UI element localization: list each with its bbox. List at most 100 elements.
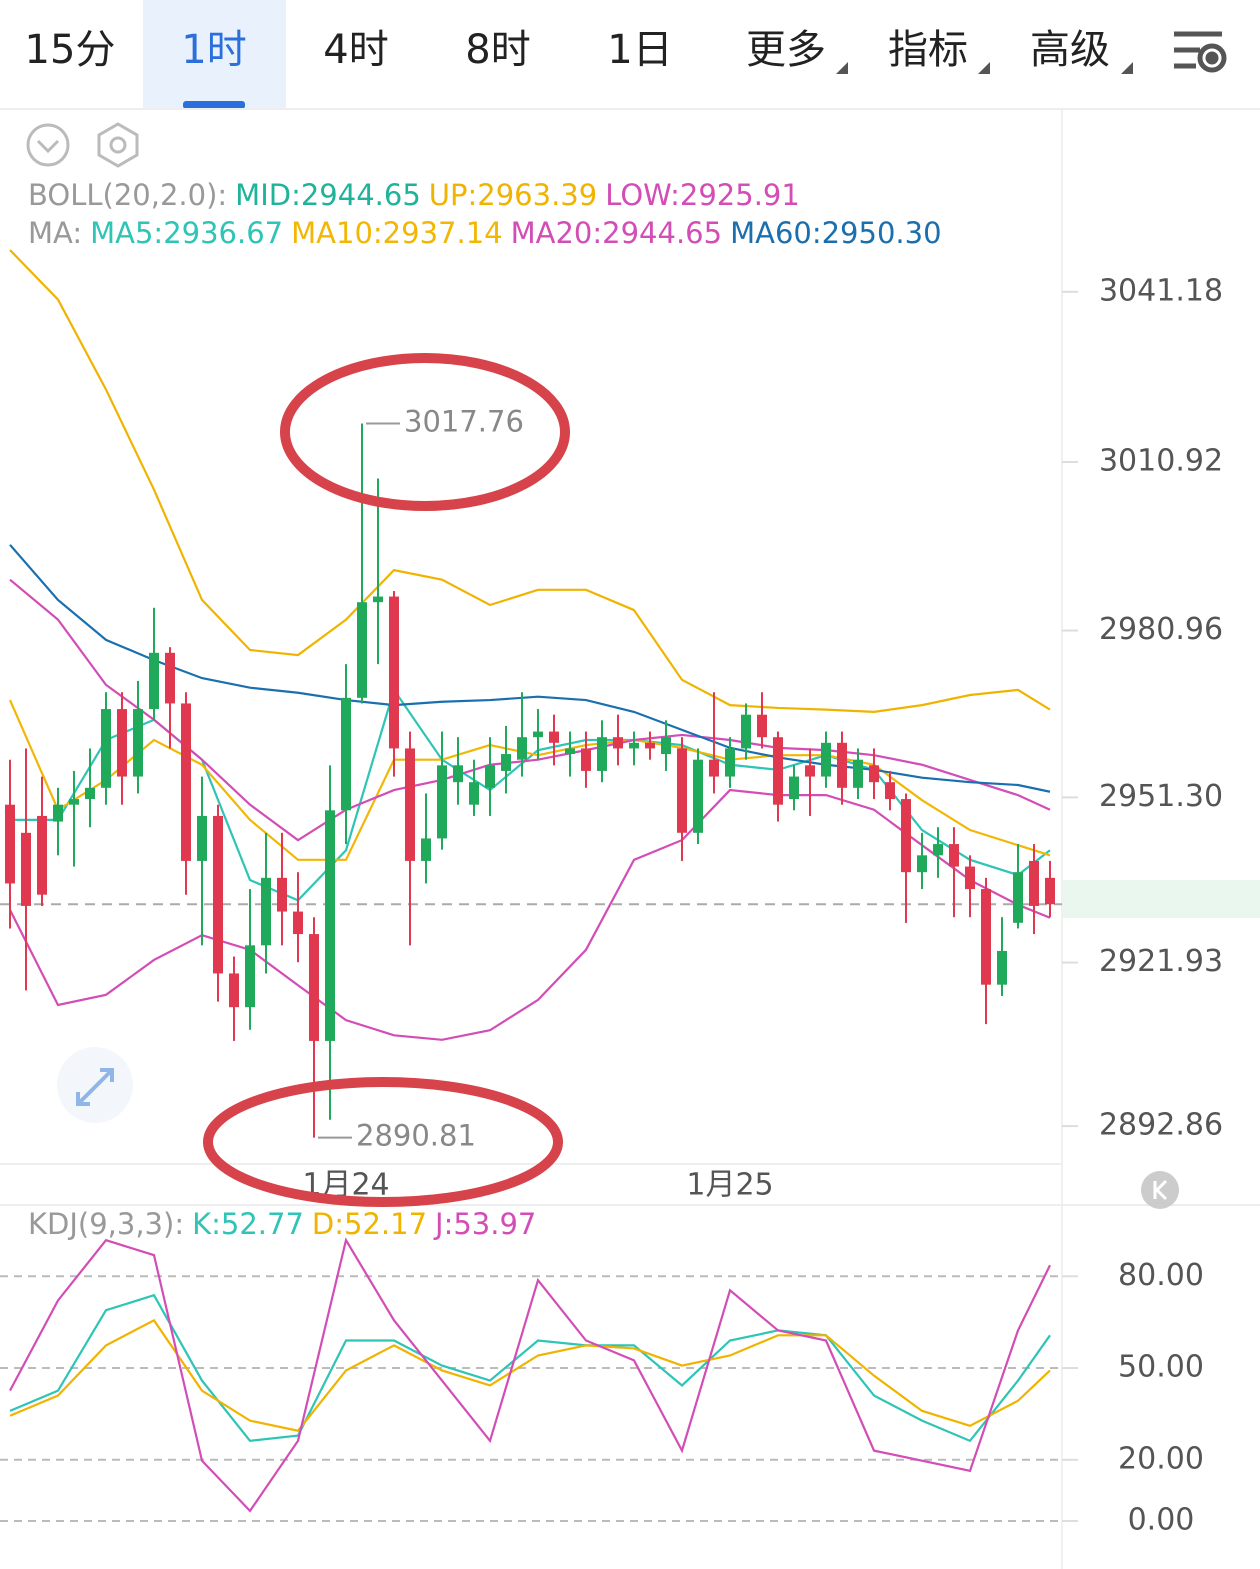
candle-body xyxy=(837,742,847,788)
legend-text: K:52.77 xyxy=(192,1207,304,1241)
highlight-ellipse xyxy=(203,1077,563,1207)
candle-body xyxy=(293,911,303,935)
candle-body xyxy=(373,596,383,603)
candle-body xyxy=(405,748,415,861)
tab[interactable]: 1日 xyxy=(607,27,672,73)
candle-body xyxy=(341,697,351,811)
candle-body xyxy=(213,815,223,974)
candle-body xyxy=(469,782,479,805)
candle-body xyxy=(613,737,623,749)
candle-body xyxy=(869,765,879,783)
legend-text: MA5:2936.67 xyxy=(90,216,283,250)
candle-body xyxy=(37,815,47,895)
expand-icon[interactable] xyxy=(57,1047,133,1123)
tab-menu[interactable]: 指标 xyxy=(888,27,968,73)
legend-text: MID:2944.65 xyxy=(235,178,421,212)
legend-text: LOW:2925.91 xyxy=(605,178,800,212)
legend-text: MA10:2937.14 xyxy=(291,216,502,250)
indicator-line xyxy=(9,1293,1051,1443)
menu-triangles xyxy=(836,62,1133,74)
candle-body xyxy=(69,799,79,805)
candle-body xyxy=(773,737,783,805)
legend-text: BOLL(20,2.0): xyxy=(28,178,227,212)
candle-body xyxy=(437,765,447,839)
candle-body xyxy=(245,945,255,1008)
candle-body xyxy=(965,866,975,890)
candle-body xyxy=(629,742,639,749)
candle-body xyxy=(901,799,911,873)
settings-hex-icon[interactable] xyxy=(97,122,139,168)
active-tab-bg xyxy=(143,0,286,108)
tab-menu[interactable]: 高级 xyxy=(1030,27,1110,73)
candle-body xyxy=(981,889,991,985)
candle-body xyxy=(725,748,735,777)
last-price-bg xyxy=(1063,880,1260,918)
y-tick-label: 3010.92 xyxy=(1099,444,1223,479)
candle-body xyxy=(693,759,703,833)
candle-body xyxy=(501,754,511,771)
y-tick-label: 2980.96 xyxy=(1099,612,1223,647)
candle-body xyxy=(421,838,431,861)
candle-body xyxy=(597,737,607,771)
candle-body xyxy=(117,709,127,777)
legend-text: MA60:2950.30 xyxy=(730,216,941,250)
tab-menu[interactable]: 更多 xyxy=(746,27,826,73)
collapse-icon[interactable] xyxy=(26,123,70,167)
y-tick-label: 3041.18 xyxy=(1099,273,1223,308)
legend-text: MA: xyxy=(28,216,82,250)
indicator-line xyxy=(9,1318,1051,1432)
candle-body xyxy=(565,748,575,755)
candle-body xyxy=(453,765,463,783)
candle-body xyxy=(1045,877,1055,905)
candle-body xyxy=(661,737,671,755)
candle-body xyxy=(101,709,111,788)
candle-body xyxy=(53,804,63,822)
legend-text: KDJ(9,3,3): xyxy=(28,1207,184,1241)
candle-body xyxy=(5,804,15,884)
y-tick-label: 20.00 xyxy=(1118,1441,1204,1476)
candle-body xyxy=(533,731,543,738)
settings-icon[interactable] xyxy=(1174,31,1227,73)
legend-text: J:53.97 xyxy=(433,1207,536,1241)
extreme-label: 3017.76 xyxy=(404,405,524,439)
candle-body xyxy=(581,748,591,771)
tab-active[interactable]: 1时 xyxy=(181,27,246,73)
candle-body xyxy=(1013,872,1023,923)
candle-body xyxy=(197,815,207,861)
candle-body xyxy=(709,759,719,777)
tab[interactable]: 4时 xyxy=(323,27,388,73)
candle-body xyxy=(149,652,159,710)
candle-body xyxy=(277,877,287,912)
x-tick-label: 1月25 xyxy=(686,1168,773,1203)
y-tick-label: 80.00 xyxy=(1118,1258,1204,1293)
candle-body xyxy=(165,652,175,704)
candle-body xyxy=(325,810,335,1041)
indicator-line xyxy=(9,788,1051,1041)
logo-badge[interactable] xyxy=(1141,1171,1179,1209)
legend-text: MA20:2944.65 xyxy=(511,216,722,250)
y-tick-label: 50.00 xyxy=(1118,1350,1204,1385)
candle-body xyxy=(261,877,271,946)
candle-body xyxy=(549,731,559,743)
candle-body xyxy=(757,714,767,738)
candle-body xyxy=(917,855,927,873)
candle-body xyxy=(949,844,959,867)
indicator-line xyxy=(9,1237,1051,1513)
candle-body xyxy=(853,759,863,788)
candle-body xyxy=(357,602,367,698)
candle-body xyxy=(389,596,399,749)
candle-body xyxy=(21,832,31,906)
candle-body xyxy=(517,737,527,760)
candle-body xyxy=(741,714,751,749)
y-tick-label: 0.00 xyxy=(1128,1502,1195,1537)
y-tick-label: 2892.86 xyxy=(1099,1108,1223,1143)
legend-text: D:52.17 xyxy=(312,1207,427,1241)
candle-body xyxy=(181,703,191,861)
tab[interactable]: 8时 xyxy=(465,27,530,73)
candle-body xyxy=(85,787,95,800)
candle-body xyxy=(997,950,1007,985)
tab[interactable]: 15分 xyxy=(25,27,116,73)
candle-body xyxy=(485,765,495,788)
